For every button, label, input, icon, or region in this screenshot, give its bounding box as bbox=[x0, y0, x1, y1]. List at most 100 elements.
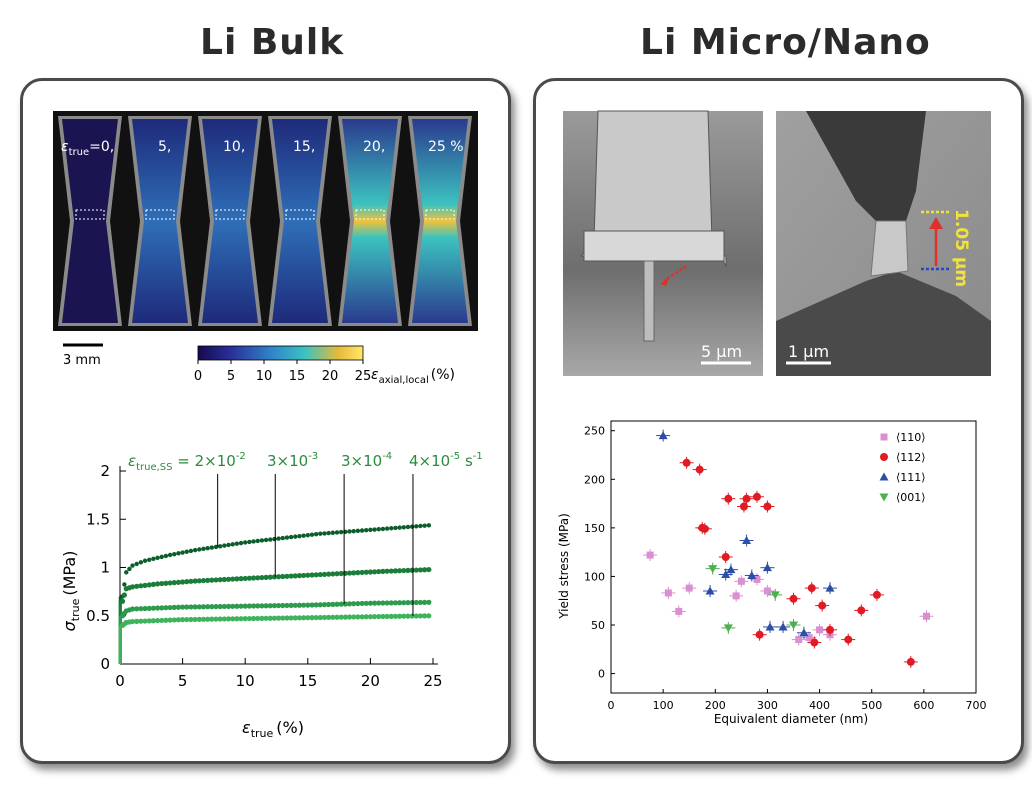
ss-series-point bbox=[225, 616, 232, 622]
ss-series-point bbox=[376, 568, 382, 575]
ss-series-point bbox=[159, 617, 165, 624]
ss-series-point bbox=[263, 537, 269, 543]
ys-data-point bbox=[747, 570, 757, 579]
ss-series-point bbox=[267, 574, 273, 580]
ss-series-point bbox=[142, 605, 148, 612]
ys-data-point bbox=[682, 458, 691, 467]
ss-series-point bbox=[250, 615, 257, 622]
ss-series-point bbox=[196, 616, 202, 622]
rate-label-3: 3×10-4 bbox=[341, 451, 392, 470]
ss-series-point bbox=[384, 613, 390, 620]
colorbar bbox=[197, 345, 364, 361]
ss-series-point bbox=[217, 577, 223, 583]
ss-y-tick-label: 0.5 bbox=[86, 607, 110, 625]
ss-series-point bbox=[221, 616, 227, 622]
ys-y-tick-label: 100 bbox=[584, 570, 605, 583]
ys-legend-marker bbox=[880, 453, 888, 461]
ss-series-point bbox=[393, 525, 398, 531]
ss-series-point bbox=[313, 614, 319, 621]
ys-data-point bbox=[721, 569, 731, 578]
ys-y-tick-label: 200 bbox=[584, 473, 605, 486]
ys-data-point bbox=[765, 622, 775, 631]
ss-series-point bbox=[146, 582, 152, 588]
ys-legend-marker bbox=[879, 493, 889, 502]
ss-series-point bbox=[171, 617, 177, 623]
ss-series-point bbox=[359, 614, 365, 620]
ys-y-tick-label: 0 bbox=[598, 668, 605, 681]
strain-label-1: 5, bbox=[158, 139, 171, 155]
ys-data-point bbox=[705, 586, 715, 595]
ss-series-point bbox=[176, 551, 181, 556]
ss-x-tick-label: 20 bbox=[361, 672, 380, 690]
ss-series-point bbox=[330, 601, 336, 607]
ss-series-point bbox=[376, 527, 381, 532]
ss-series-point bbox=[221, 603, 227, 610]
ss-series-point bbox=[371, 600, 378, 606]
ss-series-point bbox=[313, 602, 319, 608]
ss-series-point bbox=[192, 616, 198, 623]
ss-y-tick-label: 1.5 bbox=[86, 510, 110, 528]
ss-series-point bbox=[417, 613, 424, 619]
ss-series-point bbox=[317, 602, 323, 608]
ys-data-point bbox=[795, 636, 803, 644]
ss-series-point bbox=[380, 568, 386, 574]
rate-label-4: 4×10-5 s-1 bbox=[409, 451, 483, 470]
ss-series-point bbox=[213, 544, 219, 550]
ss-series-point bbox=[154, 581, 161, 587]
ss-series-point bbox=[330, 614, 336, 620]
ss-series-point bbox=[305, 602, 311, 608]
ss-series-point bbox=[317, 571, 323, 578]
ss-series-point bbox=[397, 613, 403, 619]
ss-series-point bbox=[376, 600, 382, 606]
ss-series-point bbox=[238, 576, 244, 582]
ss-series-point bbox=[271, 615, 278, 621]
ss-series-point bbox=[372, 527, 377, 532]
ss-series-point bbox=[154, 617, 161, 624]
gauge-box bbox=[425, 209, 455, 220]
gauge-box bbox=[75, 209, 105, 220]
colorbar-tick-label: 0 bbox=[194, 369, 202, 384]
ss-series-point bbox=[426, 613, 432, 619]
ss-series-point bbox=[129, 606, 136, 612]
ss-series-point bbox=[297, 533, 302, 539]
ss-series-point bbox=[175, 604, 182, 610]
ss-x-tick-label: 5 bbox=[178, 672, 188, 690]
gauge-box bbox=[285, 209, 315, 220]
ss-series-point bbox=[276, 536, 281, 541]
ss-series-point bbox=[405, 567, 411, 573]
ss-series-point bbox=[401, 600, 407, 606]
ys-data-point bbox=[762, 563, 772, 572]
ss-series-point bbox=[292, 573, 298, 579]
ss-series-point bbox=[142, 618, 148, 624]
ss-series-point bbox=[401, 613, 407, 619]
ss-series-point bbox=[330, 530, 336, 535]
ss-series-point bbox=[342, 614, 348, 620]
ss-series-point bbox=[301, 602, 307, 608]
ss-series-point bbox=[150, 581, 156, 587]
ss-series-point bbox=[246, 575, 252, 581]
left-panel-svg: εtrue=0, 5, 10, 15, 20, 25 % 3 mm 0 5 10 15… bbox=[53, 111, 483, 740]
ss-series-point bbox=[418, 523, 423, 529]
gauge-box bbox=[145, 209, 175, 220]
ss-series-point bbox=[317, 614, 323, 621]
ss-series-point bbox=[147, 557, 152, 562]
ss-series-point bbox=[359, 600, 365, 607]
ss-series-point bbox=[205, 616, 211, 622]
ss-series-point bbox=[422, 567, 428, 573]
ys-data-point bbox=[825, 583, 835, 592]
ss-series-point bbox=[318, 531, 323, 536]
ss-series-point bbox=[321, 571, 328, 577]
ys-data-point bbox=[810, 638, 819, 647]
ss-series-point bbox=[346, 614, 353, 620]
ss-series-point bbox=[363, 614, 369, 620]
ss-series-point bbox=[209, 577, 215, 583]
ss-series-point bbox=[196, 578, 202, 584]
ys-data-point bbox=[737, 577, 745, 585]
ys-data-point bbox=[724, 494, 733, 503]
ys-data-point bbox=[763, 587, 771, 595]
ss-series-point bbox=[180, 617, 186, 623]
ss-series-point bbox=[288, 602, 294, 608]
ss-series-point bbox=[338, 614, 344, 620]
ss-series-point bbox=[388, 568, 394, 574]
ss-y-tick-label: 1 bbox=[100, 559, 110, 577]
